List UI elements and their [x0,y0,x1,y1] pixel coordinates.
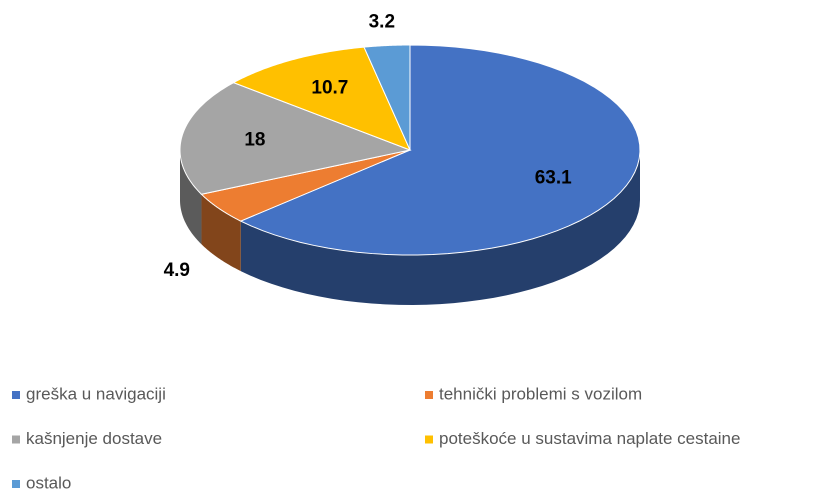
legend-swatch [12,480,20,488]
legend-swatch [12,391,20,399]
data-label: 63.1 [535,168,572,189]
legend-swatch [425,435,433,444]
legend-label: greška u navigaciji [26,384,166,403]
legend-label: poteškoće u sustavima naplate cestaine [439,429,740,448]
slice-side [201,194,241,272]
legend-label: tehnički problemi s vozilom [439,384,642,403]
slice [200,149,411,222]
data-label: 18 [244,130,265,151]
data-label: 4.9 [164,260,190,281]
slice [179,82,412,195]
slice-side [240,150,641,305]
legend-swatch [425,391,433,399]
legend-label: ostalo [26,473,71,492]
slice [363,44,411,151]
data-label: 10.7 [311,78,348,99]
legend-swatch [12,435,20,444]
legend-label: kašnjenje dostave [26,429,162,448]
slice [239,44,641,256]
slice [232,46,411,151]
data-label: 3.2 [369,12,395,33]
